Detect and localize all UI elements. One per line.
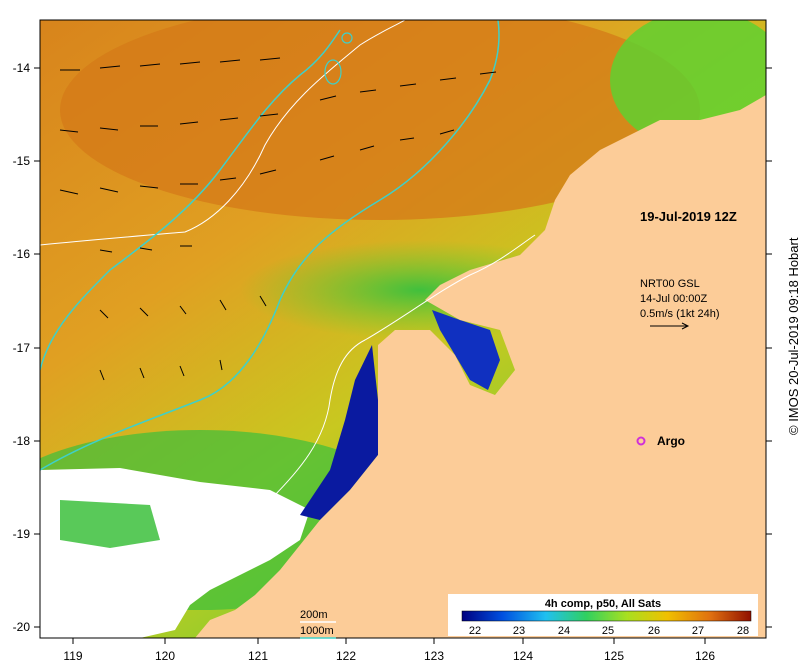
land-mass [195, 95, 766, 638]
contour-200m [40, 20, 406, 246]
current-time-label: 14-Jul 00:00Z [640, 293, 708, 305]
argo-float-marker[interactable] [636, 436, 646, 446]
x-tick-label: 125 [604, 649, 624, 663]
plot-frame [39, 19, 767, 639]
colorbar-tick: 26 [648, 625, 660, 637]
contour-1000m-ring-2 [341, 32, 353, 44]
y-tick-label: -18 [13, 434, 31, 448]
y-tick-label: -15 [13, 154, 31, 168]
contour-1000m-west [40, 20, 500, 471]
y-tick-label: -16 [13, 247, 31, 261]
credit-label: © IMOS 20-Jul-2019 09:18 Hobart [786, 237, 801, 435]
current-model-label: NRT00 GSL [640, 278, 700, 290]
contour-200m-south [269, 234, 536, 501]
colorbar-tick: 23 [513, 625, 525, 637]
colorbar-tick: 27 [692, 625, 704, 637]
current-scale-arrow [650, 322, 690, 330]
colorbar-tick: 22 [469, 625, 481, 637]
timestamp-label: 19-Jul-2019 12Z [640, 209, 737, 224]
colorbar-tick: 25 [602, 625, 614, 637]
x-tick-label: 120 [155, 649, 175, 663]
colorbar-title: 4h comp, p50, All Sats [545, 598, 661, 610]
cold-upwelling [300, 345, 378, 520]
colorbar-tick: 24 [558, 625, 570, 637]
contour-1000m-label: 1000m [300, 625, 334, 637]
x-tick-label: 124 [513, 649, 533, 663]
colorbar [461, 610, 752, 622]
cold-bay [432, 310, 500, 390]
current-scale-label: 0.5m/s (1kt 24h) [640, 308, 719, 320]
argo-label: Argo [657, 434, 685, 448]
peninsula [555, 280, 612, 300]
y-tick-label: -14 [13, 61, 31, 75]
x-tick-label: 119 [63, 649, 82, 663]
cloud-patch-green [60, 500, 160, 548]
axis-ticks [34, 67, 772, 644]
x-tick-label: 121 [248, 649, 268, 663]
contour-200m-label: 200m [300, 609, 328, 621]
x-tick-label: 123 [424, 649, 444, 663]
y-tick-label: -17 [13, 341, 31, 355]
x-tick-label: 122 [336, 649, 356, 663]
y-tick-label: -19 [13, 527, 31, 541]
colorbar-tick: 28 [737, 625, 749, 637]
contour-1000m-ring [324, 59, 342, 85]
current-arrows [59, 57, 497, 381]
y-tick-label: -20 [13, 620, 31, 634]
contour-1000m [40, 29, 341, 371]
x-tick-label: 126 [695, 649, 715, 663]
